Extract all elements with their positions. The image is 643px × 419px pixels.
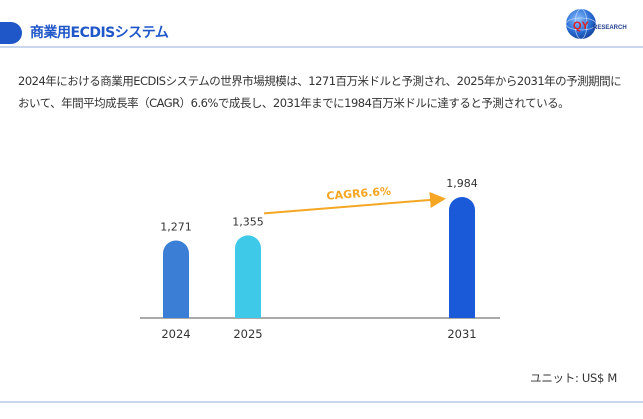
page-title: 商業用ECDISシステム: [30, 25, 169, 41]
tick-label-2031: 2031: [447, 327, 476, 341]
tick-label-2025: 2025: [233, 327, 262, 341]
unit-note: ユニット: US$ M: [530, 371, 617, 385]
data-label-2031: 1,984: [446, 177, 478, 190]
header: 商業用ECDISシステム QY RESEARCH: [0, 0, 643, 46]
logo-text: RESEARCH: [593, 25, 627, 31]
cagr-arrow: [263, 191, 446, 215]
bar-2024: [163, 240, 189, 318]
data-label-2025: 1,355: [232, 215, 264, 228]
header-divider: [0, 46, 643, 48]
tick-label-2024: 2024: [161, 327, 190, 341]
market-description: 2024年における商業用ECDISシステムの世界市場規模は、1271百万米ドルと…: [18, 74, 622, 110]
bar-2031: [449, 197, 475, 318]
header-accent-tab: [0, 22, 22, 44]
qyresearch-logo: QY RESEARCH: [565, 8, 627, 40]
globe-logo-icon: [565, 8, 597, 40]
cagr-label: CAGR6.6%: [326, 185, 391, 203]
bar-2025: [235, 235, 261, 318]
svg-text:QY: QY: [573, 20, 590, 32]
data-label-2024: 1,271: [160, 220, 192, 233]
footer-divider: [0, 401, 643, 403]
